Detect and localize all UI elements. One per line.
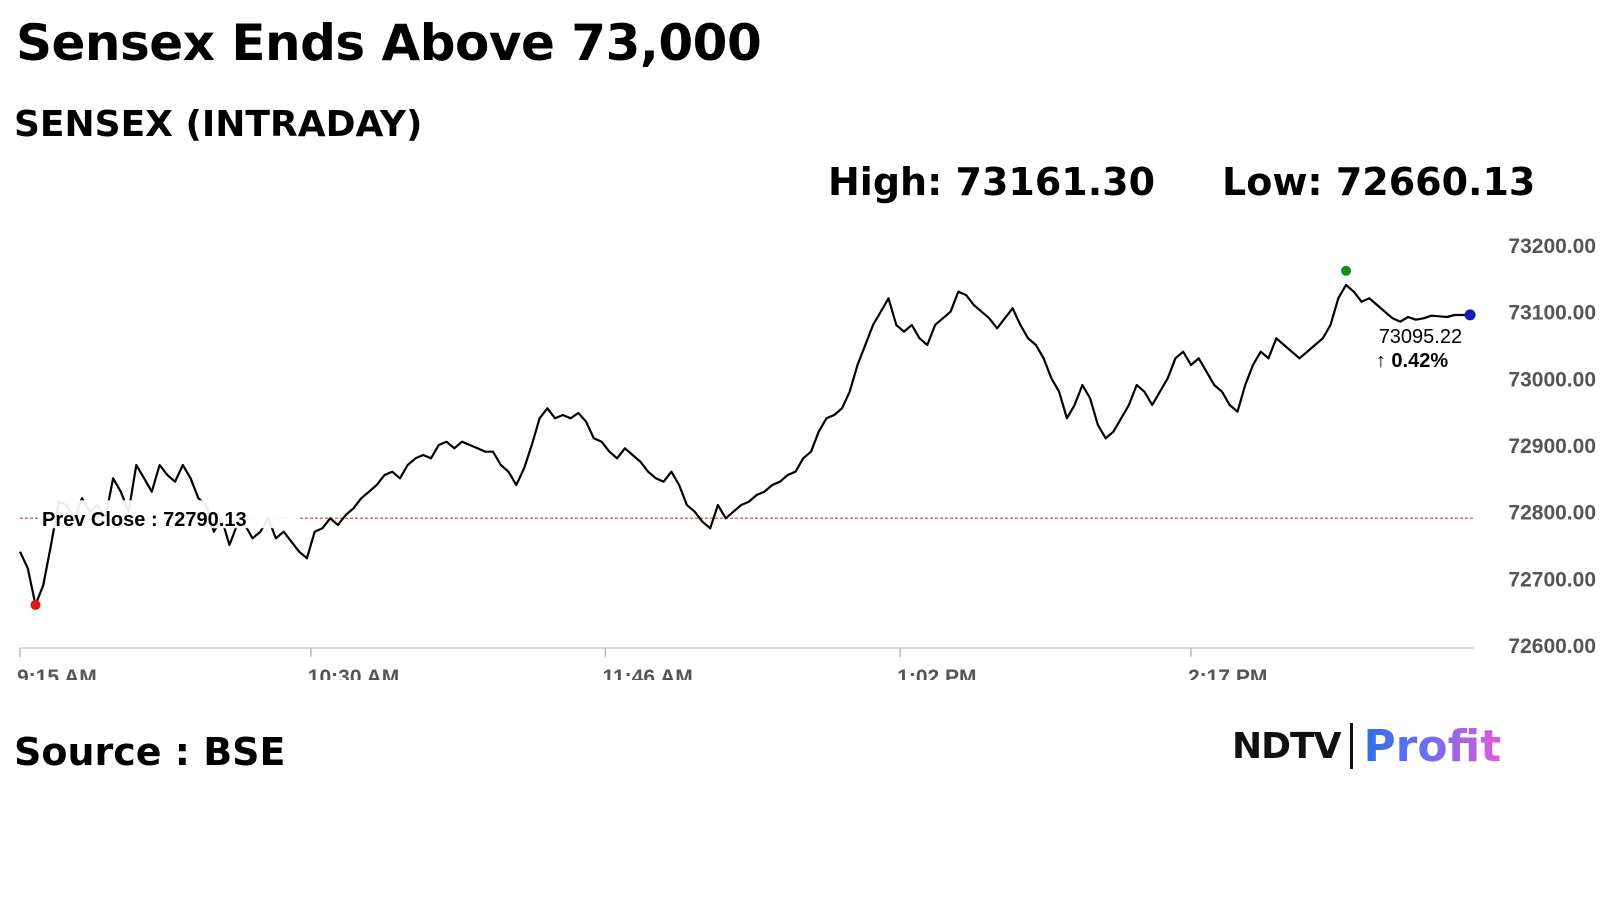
prev-close-label: Prev Close : 72790.13 [42,509,247,531]
intraday-line-chart: 73200.00 73100.00 73000.00 72900.00 72800.00… [17,235,1596,680]
high-marker [1341,265,1352,276]
low-value: Low: 72660.13 [1222,160,1536,204]
high-value: High: 73161.30 [828,160,1156,204]
x-tick-label: 2:17 PM [1188,666,1267,680]
y-tick-label: 72800.00 [1508,502,1596,525]
logo-profit-text: Profit [1363,720,1502,772]
x-tick-label: 1:02 PM [897,666,976,680]
logo-divider [1350,723,1354,769]
chart-subtitle: SENSEX (INTRADAY) [14,104,423,145]
y-tick-label: 72600.00 [1508,635,1596,658]
headline: Sensex Ends Above 73,000 [16,14,762,72]
x-tick-label: 9:15 AM [17,666,97,680]
low-marker [30,599,41,610]
y-tick-label: 73100.00 [1508,302,1596,325]
x-tick-label: 10:30 AM [308,666,399,680]
change-percent-label: ↑ 0.42% [1376,350,1448,372]
y-tick-label: 73000.00 [1508,368,1596,391]
logo-ndtv-text: NDTV [1232,725,1341,767]
last-value-label: 73095.22 [1379,326,1462,348]
y-tick-label: 72700.00 [1508,568,1596,591]
x-tick-label: 11:46 AM [602,666,692,680]
ndtv-profit-logo: NDTV Profit [1232,718,1501,774]
y-tick-label: 72900.00 [1508,435,1596,458]
series-line [19,283,1471,607]
y-tick-label: 73200.00 [1508,235,1596,258]
source-note: Source : BSE [14,730,286,774]
prev-close-label-bg [38,500,300,529]
last-marker [1464,309,1476,321]
